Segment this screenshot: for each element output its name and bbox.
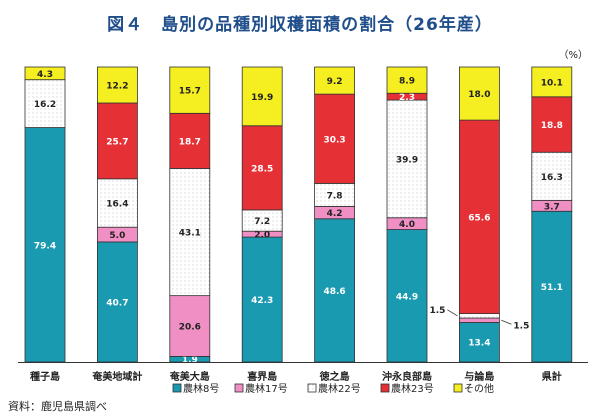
legend-swatch — [234, 383, 244, 393]
data-label: 28.5 — [251, 164, 273, 174]
bar-segment — [458, 119, 500, 315]
bars-layer: 79.4 16.2 4.3 40.7 5.0 16.4 25.7 12.2 1.9 20.6 43.… — [24, 66, 573, 366]
legend-label: 農林17号 — [245, 382, 288, 395]
data-label: 9.2 — [327, 77, 343, 87]
bar-segment — [314, 66, 356, 95]
data-label: 10.1 — [541, 78, 563, 88]
x-tick-label: 与論島 — [464, 370, 494, 383]
bar-segment — [531, 66, 573, 98]
x-tick-label: 県計 — [542, 370, 562, 383]
data-label: 19.9 — [251, 93, 273, 103]
bar-segment — [24, 127, 66, 363]
bar-segment — [241, 125, 283, 211]
data-label: 79.4 — [34, 241, 56, 251]
data-label: 13.4 — [468, 339, 490, 349]
bar-segment — [241, 236, 283, 363]
x-tick-label: 奄美地域計 — [91, 370, 142, 383]
legend-label: その他 — [464, 382, 494, 395]
data-label: 1.5 — [429, 306, 445, 316]
legend-swatch — [307, 383, 317, 393]
data-label: 16.3 — [541, 173, 563, 183]
data-label: 18.8 — [541, 121, 563, 131]
data-label: 5.0 — [109, 231, 125, 241]
data-label: 65.6 — [468, 213, 490, 223]
data-label: 4.2 — [327, 209, 343, 219]
bar-segment — [314, 93, 356, 184]
data-label: 1.5 — [513, 321, 529, 331]
bar-segment — [386, 229, 428, 363]
legend: 農林8号 農林17号 農林22号 農林23号 その他 — [172, 382, 494, 395]
bar-segment — [531, 151, 573, 201]
data-label-leader — [447, 309, 458, 317]
data-label: 4.3 — [37, 70, 53, 80]
legend-label: 農林8号 — [183, 382, 219, 395]
data-label: 18.7 — [179, 137, 201, 147]
bar-segment — [169, 66, 211, 114]
bar-segment — [24, 79, 66, 128]
data-label: 30.3 — [323, 135, 345, 145]
data-label: 39.9 — [396, 155, 418, 165]
data-label: 20.6 — [179, 323, 201, 333]
data-label: 40.7 — [106, 298, 128, 308]
data-label: 16.4 — [106, 199, 128, 209]
data-label: 16.2 — [34, 100, 56, 110]
bar-segment — [97, 66, 138, 104]
data-label: 1.9 — [182, 356, 198, 366]
data-label: 7.8 — [327, 191, 343, 201]
bar-segment — [531, 96, 573, 153]
data-label: 18.0 — [468, 90, 490, 100]
bar-segment — [458, 66, 500, 121]
x-tick-label: 奄美大島 — [169, 370, 210, 383]
unit-label: （%） — [558, 49, 588, 61]
legend-swatch — [172, 383, 182, 393]
data-label: 51.1 — [541, 283, 563, 293]
data-label: 48.6 — [323, 287, 345, 297]
bar-segment — [386, 99, 428, 219]
bar-segment — [169, 295, 211, 357]
data-label: 4.0 — [399, 220, 415, 230]
data-label: 8.9 — [399, 77, 415, 87]
x-tick-label: 徳之島 — [319, 370, 350, 383]
bar-segment — [169, 112, 211, 169]
legend-label: 農林22号 — [318, 382, 361, 395]
data-label: 3.7 — [544, 202, 560, 212]
bar-segment — [169, 168, 211, 297]
bar-segment — [458, 317, 500, 323]
bar-segment — [241, 66, 283, 127]
x-tick-label: 喜界島 — [247, 370, 277, 383]
x-tick-label: 種子島 — [30, 370, 60, 383]
data-label: 2.3 — [399, 93, 415, 103]
x-tick-label: 沖永良部島 — [382, 370, 432, 383]
legend-swatch — [453, 383, 463, 393]
legend-label: 農林23号 — [391, 382, 434, 395]
data-label-leader — [501, 319, 512, 325]
bar-segment — [24, 66, 66, 81]
bar-segment — [386, 66, 428, 94]
bar-segment — [458, 313, 500, 319]
data-label: 42.3 — [251, 296, 273, 306]
chart-title: 図４ 島別の品種別収穫面積の割合（26年産） — [107, 15, 493, 35]
data-label: 12.2 — [106, 81, 128, 91]
x-axis: 種子島 奄美地域計 奄美大島 喜界島 徳之島 沖永良部島 与論島 県計 — [18, 362, 588, 383]
data-label: 44.9 — [396, 292, 418, 302]
data-label: 25.7 — [106, 137, 128, 147]
data-label: 43.1 — [179, 229, 201, 239]
legend-swatch — [380, 383, 390, 393]
data-label: 15.7 — [179, 87, 201, 97]
data-label: 2.0 — [254, 231, 270, 241]
data-label: 7.2 — [254, 217, 270, 227]
source-note: 資料：鹿児島県調べ — [8, 400, 107, 413]
